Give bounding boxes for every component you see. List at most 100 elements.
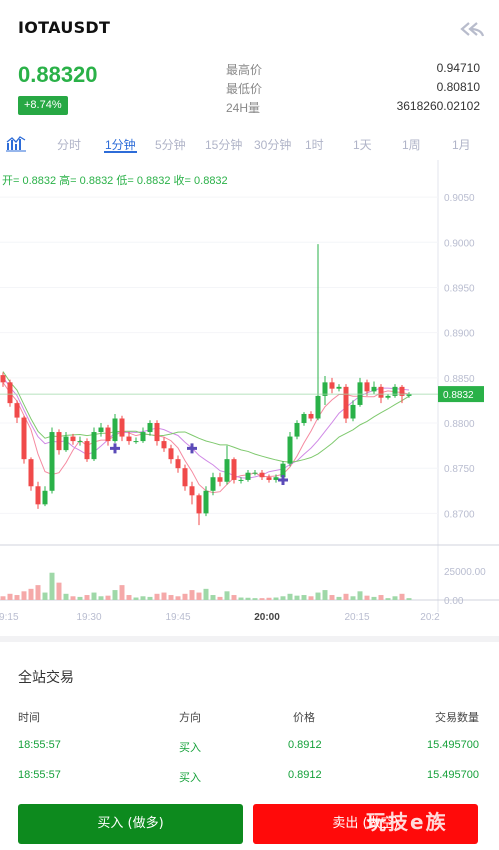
volume-bar (294, 595, 300, 600)
trade-marker-icon (110, 443, 120, 454)
back-arrow-icon[interactable] (459, 20, 485, 38)
trades-header-price: 价格 (293, 711, 315, 724)
candle-body (154, 423, 160, 442)
stat-high: 最高价 0.94710 (226, 61, 480, 79)
indicator-chart-icon[interactable] (6, 134, 26, 152)
volume-bar (259, 598, 265, 600)
candle-body (196, 495, 202, 514)
buy-long-button[interactable]: 买入 (做多) (18, 804, 243, 844)
volume-bar (399, 593, 405, 600)
candle-body (364, 382, 370, 392)
tab-30min[interactable]: 30分钟 (254, 138, 292, 152)
candle-body (63, 436, 69, 451)
candle-body (273, 477, 279, 480)
candle-body (14, 403, 20, 418)
candle-body (399, 386, 405, 396)
volume-bar (35, 585, 41, 600)
volume-bar (189, 590, 195, 600)
candle-body (84, 441, 90, 460)
x-tick-label: 20:00 (254, 612, 280, 623)
candle-body (105, 427, 111, 442)
candles-layer (0, 244, 412, 526)
current-price-label: 0.8832 (443, 390, 474, 401)
trades-header-time: 时间 (18, 711, 40, 724)
kline-chart[interactable]: 0.9050 0.9000 0.8950 0.8900 0.8850 0.8800 0.87… (0, 160, 499, 632)
x-tick-label: 20:2 (420, 612, 440, 623)
x-tick-label: 20:15 (344, 612, 369, 623)
volume-bar (203, 588, 209, 600)
candle-body (357, 382, 363, 405)
candle-body (77, 441, 83, 443)
candle-body (0, 375, 6, 383)
candle-body (350, 404, 356, 419)
tab-1day[interactable]: 1天 (353, 138, 372, 152)
candle-body (98, 427, 104, 433)
tab-1min[interactable]: 1分钟 (105, 138, 136, 152)
candle-body (392, 386, 398, 396)
y-tick-label: 0.8900 (444, 329, 475, 340)
candle-body (175, 459, 181, 469)
trade-marker-icon (278, 474, 288, 485)
y-tick-label: 0.8850 (444, 374, 475, 385)
volume-bar (252, 598, 258, 600)
volume-bar (161, 592, 167, 600)
candle-body (56, 432, 62, 451)
trade-time: 18:55:57 (18, 739, 61, 751)
volume-tick-label: 0.00 (444, 596, 464, 607)
tab-5min[interactable]: 5分钟 (155, 138, 186, 152)
x-tick-label: 19:15 (0, 612, 19, 623)
volume-bar (98, 596, 104, 600)
volume-bar (28, 588, 34, 600)
volume-bar (378, 595, 384, 600)
candle-body (168, 448, 174, 460)
candle-body (182, 468, 188, 487)
sell-short-button[interactable]: 卖出 (做空) (253, 804, 478, 844)
candle-body (301, 413, 307, 424)
tab-1week[interactable]: 1周 (402, 138, 421, 152)
ticker-header: IOTAUSDT 0.88320 +8.74% 最高价 0.94710 最低价 … (0, 0, 499, 130)
volume-bar (231, 595, 237, 600)
trades-title: 全站交易 (18, 670, 74, 686)
volume-bar (133, 597, 139, 600)
volume-bar (336, 596, 342, 600)
tab-1hour[interactable]: 1时 (305, 138, 324, 152)
candle-body (140, 432, 146, 442)
volume-bar (105, 595, 111, 600)
candle-body (406, 394, 412, 396)
candle-body (147, 423, 153, 433)
volume-bar (63, 593, 69, 600)
trades-header-side: 方向 (179, 711, 201, 724)
ma-line-mid (2, 376, 410, 479)
volume-bar (301, 595, 307, 600)
candle-body (238, 479, 244, 481)
volume-bar (7, 593, 13, 600)
volume-bar (56, 582, 62, 600)
volume-bar (70, 596, 76, 600)
trade-side: 买入 (179, 741, 201, 754)
candle-body (203, 490, 209, 514)
y-tick-label: 0.8800 (444, 419, 475, 430)
volume-bar (371, 596, 377, 600)
volume-tick-label: 25000.00 (444, 567, 486, 578)
tab-1month[interactable]: 1月 (452, 138, 471, 152)
trades-header-qty: 交易数量 (435, 711, 479, 724)
volume-bars (0, 572, 412, 600)
y-tick-label: 0.8700 (444, 509, 475, 520)
tab-realtime[interactable]: 分时 (57, 138, 82, 152)
stat-high-value: 0.94710 (436, 61, 480, 75)
tab-15min[interactable]: 15分钟 (205, 138, 243, 152)
volume-bar (224, 591, 230, 600)
candle-body (315, 395, 321, 419)
candle-body (231, 459, 237, 480)
trade-qty: 15.495700 (427, 739, 479, 751)
candle-body (28, 459, 34, 487)
candle-body (161, 441, 167, 449)
watermark-logo: 玩技e族 (366, 810, 448, 834)
candle-body (287, 436, 293, 464)
candle-body (308, 413, 314, 419)
volume-bar (385, 598, 391, 600)
candle-body (329, 382, 335, 389)
volume-bar (77, 596, 83, 600)
volume-bar (280, 596, 286, 600)
volume-bar (364, 595, 370, 600)
